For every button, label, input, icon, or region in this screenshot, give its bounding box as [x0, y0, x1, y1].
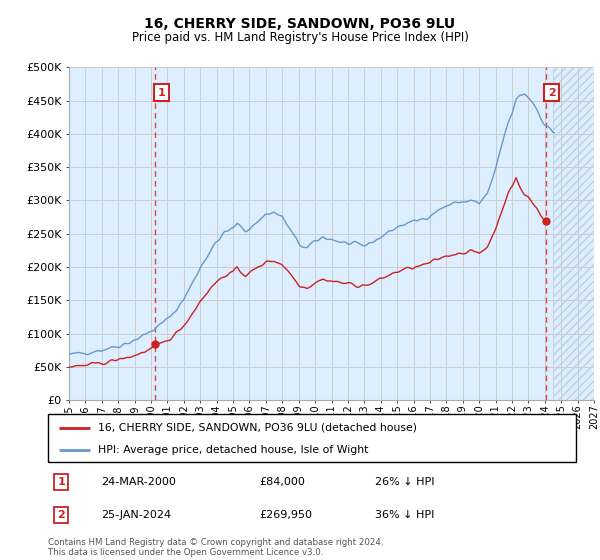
Text: 2: 2	[58, 510, 65, 520]
Bar	[553, 67, 594, 400]
Text: 16, CHERRY SIDE, SANDOWN, PO36 9LU: 16, CHERRY SIDE, SANDOWN, PO36 9LU	[145, 17, 455, 31]
FancyBboxPatch shape	[48, 414, 576, 462]
Text: 24-MAR-2000: 24-MAR-2000	[101, 477, 176, 487]
Text: HPI: Average price, detached house, Isle of Wight: HPI: Average price, detached house, Isle…	[98, 445, 368, 455]
Text: 2: 2	[548, 87, 556, 97]
Text: 1: 1	[157, 87, 165, 97]
Text: 1: 1	[58, 477, 65, 487]
Text: 36% ↓ HPI: 36% ↓ HPI	[376, 510, 435, 520]
Text: 26% ↓ HPI: 26% ↓ HPI	[376, 477, 435, 487]
Text: Contains HM Land Registry data © Crown copyright and database right 2024.
This d: Contains HM Land Registry data © Crown c…	[48, 538, 383, 557]
Text: £269,950: £269,950	[259, 510, 312, 520]
Text: 25-JAN-2024: 25-JAN-2024	[101, 510, 171, 520]
Text: £84,000: £84,000	[259, 477, 305, 487]
Bar	[553, 67, 594, 400]
Text: 16, CHERRY SIDE, SANDOWN, PO36 9LU (detached house): 16, CHERRY SIDE, SANDOWN, PO36 9LU (deta…	[98, 423, 417, 433]
Text: Price paid vs. HM Land Registry's House Price Index (HPI): Price paid vs. HM Land Registry's House …	[131, 31, 469, 44]
